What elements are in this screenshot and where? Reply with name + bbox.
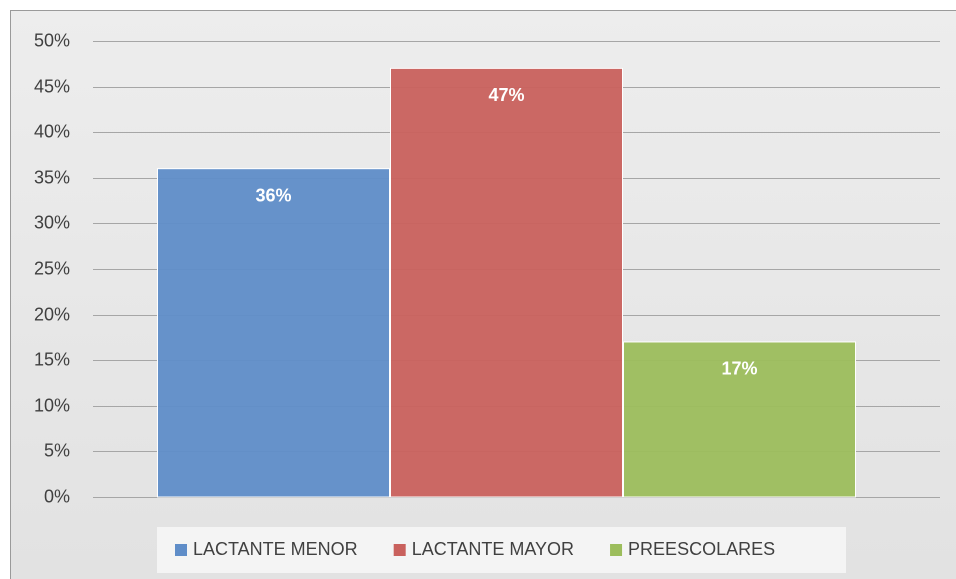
legend-label: LACTANTE MENOR — [193, 539, 358, 559]
legend-label: PREESCOLARES — [628, 539, 775, 559]
data-label: 47% — [488, 85, 524, 105]
y-tick-label: 20% — [34, 304, 70, 324]
y-tick-label: 30% — [34, 212, 70, 232]
y-tick-label: 40% — [34, 121, 70, 141]
bar — [157, 168, 390, 498]
y-tick-label: 0% — [44, 486, 70, 506]
y-tick-label: 50% — [34, 30, 70, 50]
y-tick-label: 5% — [44, 440, 70, 460]
data-label: 36% — [255, 185, 291, 205]
legend-swatch — [393, 544, 406, 556]
y-tick-label: 10% — [34, 395, 70, 415]
bar — [623, 341, 856, 498]
y-tick-label: 15% — [34, 349, 70, 369]
y-tick-label: 45% — [34, 76, 70, 96]
legend-label: LACTANTE MAYOR — [412, 539, 574, 559]
legend-swatch — [610, 544, 623, 556]
legend-swatch — [175, 544, 187, 556]
y-tick-label: 25% — [34, 258, 70, 278]
bar — [390, 67, 623, 498]
data-label: 17% — [721, 359, 757, 379]
legend-box — [157, 527, 846, 573]
y-tick-label: 35% — [34, 167, 70, 187]
